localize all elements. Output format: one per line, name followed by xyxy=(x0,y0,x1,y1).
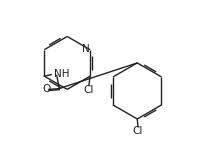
Text: O: O xyxy=(42,84,50,94)
Text: N: N xyxy=(82,44,90,54)
Text: Cl: Cl xyxy=(133,126,143,136)
Text: NH: NH xyxy=(54,69,69,79)
Text: Cl: Cl xyxy=(83,85,94,95)
